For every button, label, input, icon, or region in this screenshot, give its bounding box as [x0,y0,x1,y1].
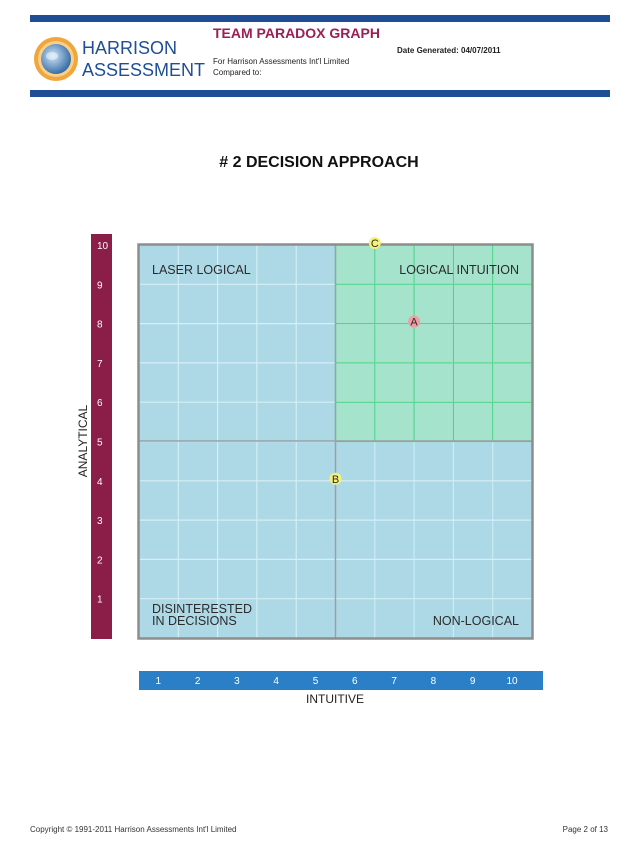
x-tick-label: 7 [391,676,397,687]
y-axis-band [91,234,112,639]
x-tick-label: 5 [313,676,319,687]
y-tick-label: 10 [97,241,109,252]
x-tick-label: 1 [156,676,162,687]
y-tick-label: 5 [97,438,103,449]
footer-page-number: Page 2 of 13 [562,825,608,834]
point-marker-c [368,237,381,249]
quadrant-label-laser-logical: LASER LOGICAL [152,263,251,277]
quadrant-label-in-decisions: IN DECISIONS [152,614,237,628]
x-axis-label: INTUITIVE [306,692,364,706]
quadrant-logical-intuition-bg [336,245,532,441]
y-tick-label: 9 [97,280,103,291]
quadrant-label-non-logical: NON-LOGICAL [433,614,519,628]
y-tick-label: 3 [97,516,103,527]
logo-text-harrison: HARRISON [82,38,177,58]
x-tick-label: 2 [195,676,201,687]
x-tick-label: 10 [506,676,518,687]
x-tick-label: 4 [273,676,279,687]
compared-to: Compared to: [213,68,262,77]
quadrant-label-disinterested: DISINTERESTED [152,602,252,616]
for-company: For Harrison Assessments Int'l Limited [213,57,350,66]
header-top-bar [30,15,610,22]
x-tick-label: 3 [234,676,240,687]
y-tick-label: 7 [97,359,103,370]
point-label-a: A [410,317,418,329]
point-label-c: C [371,238,379,250]
section-title: # 2 DECISION APPROACH [219,154,419,171]
harrison-logo: HARRISON ASSESSMENTS [34,37,205,81]
header-bottom-bar [30,90,610,97]
date-generated: Date Generated: 04/07/2011 [397,46,501,55]
x-tick-label: 8 [431,676,437,687]
x-axis-band [139,671,543,690]
y-axis-label: ANALYTICAL [76,404,90,477]
point-label-b: B [332,474,339,486]
point-marker-b [329,472,342,485]
point-marker-a [408,315,421,328]
footer-copyright: Copyright © 1991-2011 Harrison Assessmen… [30,825,237,834]
logo-text-assessments: ASSESSMENTS [82,60,205,80]
quadrant-label-logical-intuition: LOGICAL INTUITION [399,263,519,277]
y-tick-label: 6 [97,398,103,409]
plot-border [137,243,534,640]
y-tick-label: 1 [97,595,103,606]
report-title: TEAM PARADOX GRAPH [213,25,380,41]
y-tick-label: 2 [97,555,103,566]
x-tick-label: 6 [352,676,358,687]
y-tick-label: 8 [97,320,103,331]
x-tick-label: 9 [470,676,476,687]
y-tick-label: 4 [97,477,103,488]
